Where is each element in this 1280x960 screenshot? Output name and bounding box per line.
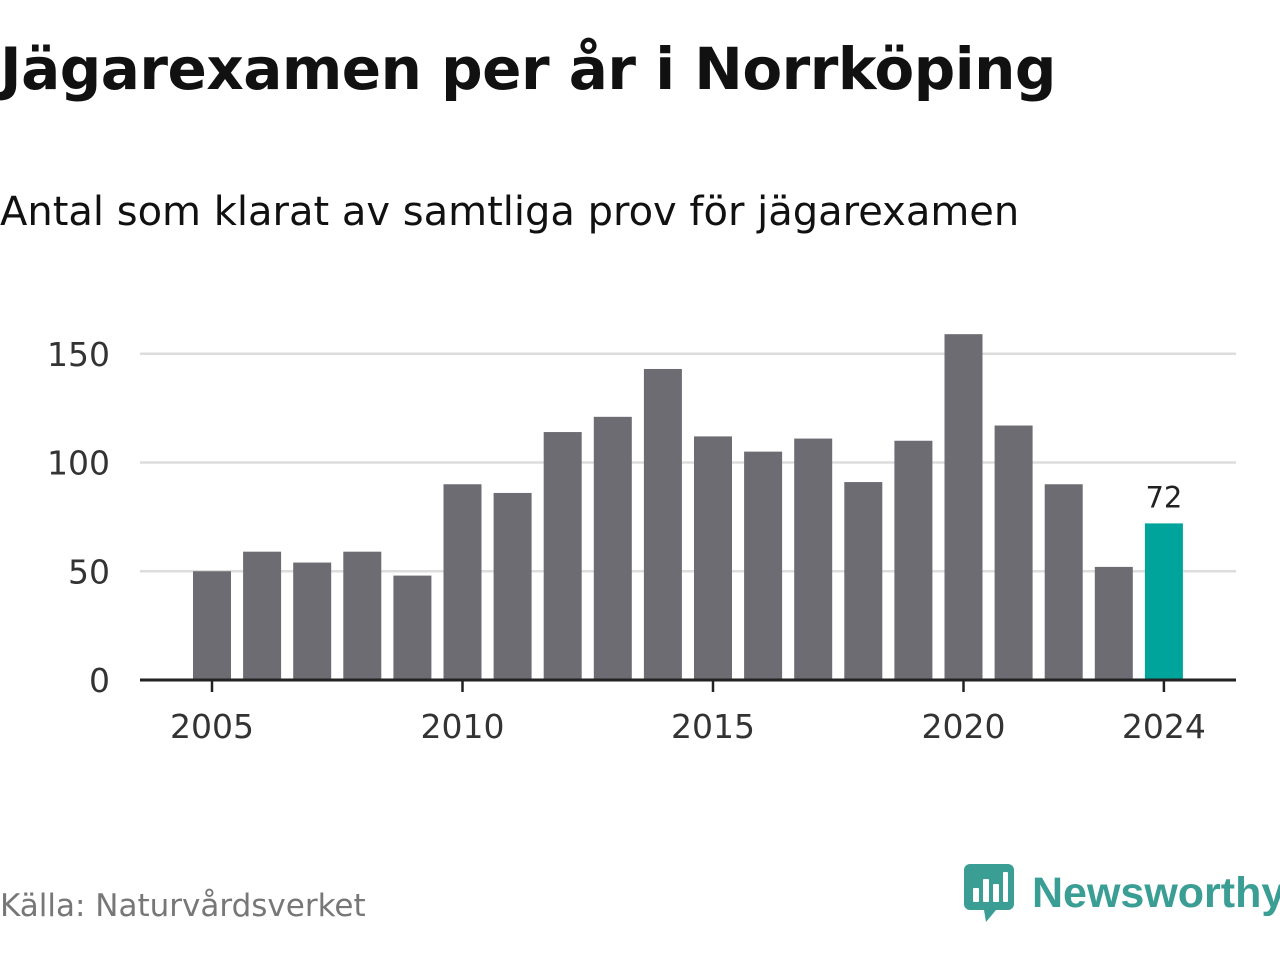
bar [393, 575, 432, 680]
bar [1144, 523, 1183, 680]
x-tick-label: 2020 [922, 707, 1006, 746]
source-note: Källa: Naturvårdsverket [0, 888, 366, 924]
x-tick-label: 2015 [671, 707, 755, 746]
bar [293, 562, 332, 680]
bar [894, 440, 933, 680]
bar-chart: 0 50 100 150 72 2005 2010 2015 2020 2024 [47, 334, 1236, 746]
bar [1044, 484, 1083, 680]
newsworthy-logo-icon [964, 864, 1014, 922]
bar [794, 438, 833, 680]
y-tick-label: 150 [47, 335, 110, 374]
bar [193, 571, 231, 680]
bar [343, 551, 382, 680]
brand-logo: Newsworthy [964, 864, 1280, 922]
bar [994, 425, 1033, 680]
y-tick-label: 50 [68, 552, 110, 591]
x-tick-label: 2010 [421, 707, 505, 746]
chart-title: Jägarexamen per år i Norrköping [0, 35, 1056, 103]
y-tick-label: 0 [89, 661, 110, 700]
bar [593, 416, 632, 680]
bar [643, 368, 682, 680]
brand-name: Newsworthy [1032, 868, 1280, 917]
bar [243, 551, 282, 680]
bar [694, 436, 732, 680]
bar [844, 482, 883, 680]
y-tick-label: 100 [47, 444, 110, 483]
data-label: 72 [1145, 480, 1182, 514]
chart-subtitle: Antal som klarat av samtliga prov för jä… [0, 189, 1020, 235]
bar [493, 492, 532, 680]
x-tick-label: 2005 [170, 707, 254, 746]
bar [944, 334, 983, 680]
x-tick-label: 2024 [1122, 707, 1206, 746]
bar [744, 451, 783, 680]
bar [1094, 566, 1133, 680]
bar [543, 432, 582, 680]
bar [443, 484, 482, 680]
